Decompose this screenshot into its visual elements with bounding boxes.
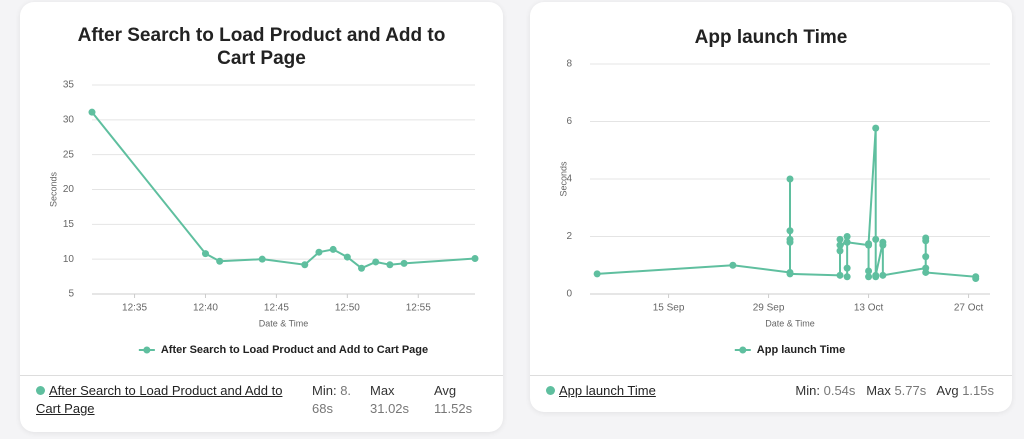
y-tick-label: 30 xyxy=(63,114,75,125)
point xyxy=(843,233,851,240)
x-tick-label: 12:50 xyxy=(335,303,360,314)
point xyxy=(879,271,887,279)
point xyxy=(865,240,873,248)
line xyxy=(597,128,977,279)
x-tick-label: 29 Sep xyxy=(753,303,785,314)
min-label: Min: xyxy=(795,383,820,398)
point xyxy=(922,268,930,276)
y-tick-label: 25 xyxy=(63,149,75,160)
point xyxy=(372,258,380,266)
x-tick-label: 13 Oct xyxy=(854,303,884,314)
point xyxy=(786,270,794,278)
point xyxy=(872,124,880,132)
line xyxy=(91,111,476,270)
min-label: Min: xyxy=(312,383,337,398)
legend-label: After Search to Load Product and Add to … xyxy=(161,344,428,356)
x-tick-label: 12:45 xyxy=(264,303,289,314)
summary-stats: Min: 0.54s Max 5.77s Avg 1.15s xyxy=(795,382,994,400)
x-tick-label: 27 Oct xyxy=(954,303,984,314)
chart: 5 10 15 20 25 30 35 12:35 12:40 12:45 12:50 12:55 Da… xyxy=(48,80,479,356)
chart-card: After Search to Load Product and Add to … xyxy=(20,2,503,432)
max-value: 31.02s xyxy=(370,401,410,416)
point xyxy=(872,271,880,279)
point xyxy=(922,253,930,261)
point xyxy=(972,274,980,282)
point xyxy=(315,248,323,256)
min-value: 8.68s xyxy=(312,383,352,416)
x-axis-label: Date & Time xyxy=(259,318,309,328)
point xyxy=(786,227,794,235)
point xyxy=(836,247,844,255)
point xyxy=(865,267,873,275)
legend-label: App launch Time xyxy=(757,344,845,356)
point xyxy=(843,273,851,281)
point xyxy=(88,108,96,116)
max-label: Max xyxy=(370,383,395,398)
chart-title: App launch Time xyxy=(694,27,848,48)
legend-marker xyxy=(143,346,151,354)
point xyxy=(922,237,930,245)
point xyxy=(836,235,844,243)
y-tick-label: 2 xyxy=(566,231,572,242)
avg-label: Avg xyxy=(936,383,959,398)
avg-value: 11.52s xyxy=(434,401,473,416)
avg-value: 1.15s xyxy=(962,383,994,398)
y-axis-label: Seconds xyxy=(48,171,58,207)
point xyxy=(836,271,844,279)
chart-card: App launch Time 0 2 4 6 8 15 Sep 29 Sep 13 Oct 2… xyxy=(530,2,1012,412)
point xyxy=(593,270,601,278)
point xyxy=(329,245,337,253)
point xyxy=(301,261,309,269)
point xyxy=(400,259,408,267)
summary-min: Min: 8.68s xyxy=(312,382,358,418)
point xyxy=(865,273,873,281)
point xyxy=(786,238,794,246)
summary-avg: Avg 11.52s xyxy=(434,382,472,418)
point xyxy=(872,235,880,243)
y-tick-label: 0 xyxy=(566,289,572,300)
y-tick-label: 35 xyxy=(63,80,75,91)
point xyxy=(836,241,844,249)
y-tick-label: 20 xyxy=(63,184,75,195)
point xyxy=(729,261,737,269)
point xyxy=(843,238,851,246)
summary-name: After Search to Load Product and Add to … xyxy=(36,382,308,418)
max-label: Max xyxy=(866,383,891,398)
point xyxy=(216,257,224,265)
min-value: 0.54s xyxy=(823,383,856,398)
point xyxy=(471,254,479,262)
chart-title: After Search to Load Product and Add to … xyxy=(77,25,446,69)
point xyxy=(843,264,851,272)
max-value: 5.77s xyxy=(894,383,927,398)
y-tick-label: 5 xyxy=(68,289,74,300)
summary: App launch Time Min: 0.54s Max 5.77s Avg… xyxy=(530,375,1012,412)
point xyxy=(258,255,266,263)
summary-link[interactable]: App launch Time xyxy=(559,383,656,398)
summary-link[interactable]: After Search to Load Product and Add to … xyxy=(36,383,283,416)
legend-marker xyxy=(739,346,747,354)
point xyxy=(786,175,794,183)
point xyxy=(201,250,209,258)
summary-name: App launch Time xyxy=(546,382,656,400)
x-tick-label: 12:40 xyxy=(193,303,218,314)
summary-max: Max 31.02s xyxy=(370,382,409,418)
chart: 0 2 4 6 8 15 Sep 29 Sep 13 Oct 27 Oct Date & Time… xyxy=(558,59,990,356)
point xyxy=(879,241,887,249)
y-tick-label: 8 xyxy=(566,59,572,70)
y-axis-label: Seconds xyxy=(558,161,568,197)
x-tick-label: 15 Sep xyxy=(653,303,685,314)
point xyxy=(358,264,366,272)
x-axis-label: Date & Time xyxy=(765,318,815,328)
x-tick-label: 12:35 xyxy=(122,303,147,314)
y-tick-label: 6 xyxy=(566,116,572,127)
x-tick-label: 12:55 xyxy=(406,303,431,314)
y-tick-label: 15 xyxy=(63,219,75,230)
avg-label: Avg xyxy=(434,383,457,398)
y-tick-label: 10 xyxy=(63,254,75,265)
y-tick-label: 4 xyxy=(566,174,572,185)
point xyxy=(343,253,351,261)
summary: After Search to Load Product and Add to … xyxy=(20,375,503,432)
point xyxy=(386,261,394,269)
